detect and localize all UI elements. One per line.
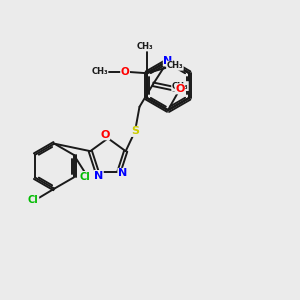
Text: O: O (100, 130, 110, 140)
Text: CH₃: CH₃ (167, 61, 183, 70)
Text: O: O (121, 67, 130, 77)
Text: CH₃: CH₃ (172, 82, 188, 91)
Text: Cl: Cl (80, 172, 91, 182)
Text: S: S (131, 126, 139, 136)
Text: Cl: Cl (28, 195, 39, 205)
Text: N: N (94, 170, 103, 181)
Text: N: N (164, 56, 172, 66)
Text: N: N (118, 168, 127, 178)
Text: O: O (175, 84, 185, 94)
Text: CH₃: CH₃ (137, 42, 154, 51)
Text: CH₃: CH₃ (91, 67, 108, 76)
